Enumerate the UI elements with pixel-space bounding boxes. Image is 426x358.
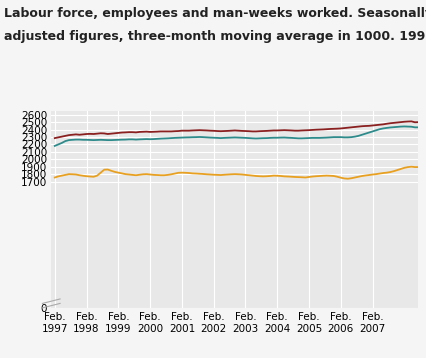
Man-weeks worked <box>387 170 392 174</box>
Employees <box>401 124 406 129</box>
Employees <box>404 125 409 129</box>
Text: adjusted figures, three-month moving average in 1000. 1997-2007: adjusted figures, three-month moving ave… <box>4 30 426 43</box>
Labour force <box>401 120 406 124</box>
Line: Employees: Employees <box>55 126 417 146</box>
Labour force <box>415 120 420 124</box>
Labour force <box>158 129 163 134</box>
Employees <box>158 136 163 141</box>
Labour force <box>383 122 389 126</box>
Text: Labour force, employees and man-weeks worked. Seasonally: Labour force, employees and man-weeks wo… <box>4 7 426 20</box>
Employees <box>52 144 57 148</box>
Labour force <box>63 134 68 138</box>
Labour force <box>232 128 237 132</box>
Employees <box>415 125 420 130</box>
Labour force <box>144 130 149 134</box>
Man-weeks worked <box>52 175 57 180</box>
Man-weeks worked <box>232 172 237 176</box>
Man-weeks worked <box>63 173 68 177</box>
Man-weeks worked <box>415 165 420 169</box>
Employees <box>63 139 68 143</box>
Man-weeks worked <box>144 172 149 176</box>
Labour force <box>408 119 413 124</box>
Man-weeks worked <box>158 173 163 178</box>
Man-weeks worked <box>345 176 350 181</box>
Employees <box>383 126 389 130</box>
Labour force <box>52 136 57 140</box>
Line: Man-weeks worked: Man-weeks worked <box>55 167 417 179</box>
Man-weeks worked <box>408 165 413 169</box>
Man-weeks worked <box>404 165 409 169</box>
Line: Labour force: Labour force <box>55 121 417 138</box>
Employees <box>232 135 237 140</box>
Employees <box>144 137 149 141</box>
